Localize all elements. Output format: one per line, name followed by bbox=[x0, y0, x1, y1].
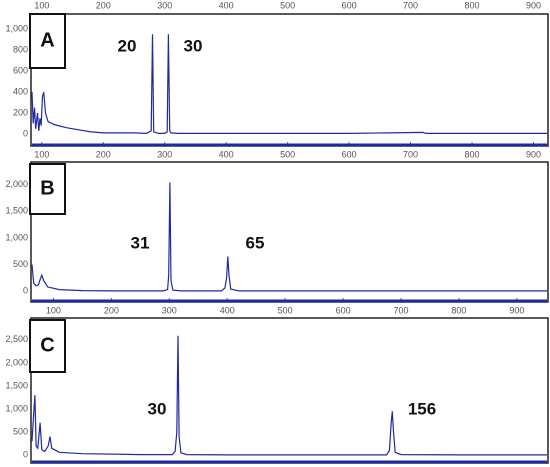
x-tick-label: 700 bbox=[403, 149, 418, 159]
x-tick-label: 400 bbox=[220, 305, 235, 315]
x-tick-label: 600 bbox=[336, 305, 351, 315]
x-tick-label: 300 bbox=[157, 149, 172, 159]
panel-label: B bbox=[40, 177, 54, 199]
y-tick-label: 0 bbox=[23, 449, 28, 459]
plot-frame bbox=[30, 13, 549, 147]
x-tick-label: 200 bbox=[96, 149, 111, 159]
x-tick-label: 100 bbox=[34, 0, 49, 10]
x-tick-label: 600 bbox=[342, 0, 357, 10]
y-tick-label: 1,000 bbox=[5, 232, 28, 242]
panel-label: A bbox=[40, 29, 54, 51]
y-tick-label: 800 bbox=[13, 44, 28, 54]
x-tick-label: 100 bbox=[46, 305, 61, 315]
y-tick-label: 1,000 bbox=[5, 23, 28, 33]
x-tick-label: 400 bbox=[219, 0, 234, 10]
signal-trace bbox=[31, 182, 547, 292]
x-tick-label: 800 bbox=[465, 0, 480, 10]
x-tick-label: 100 bbox=[34, 149, 49, 159]
x-tick-label: 700 bbox=[403, 0, 418, 10]
peak-annotation: 30 bbox=[148, 399, 167, 418]
signal-trace bbox=[31, 335, 547, 456]
x-tick-label: 800 bbox=[465, 149, 480, 159]
y-tick-label: 2,500 bbox=[5, 334, 28, 344]
y-tick-label: 2,000 bbox=[5, 357, 28, 367]
y-tick-label: 0 bbox=[23, 286, 28, 296]
x-tick-label: 900 bbox=[526, 149, 541, 159]
panel-label-box bbox=[29, 163, 66, 215]
y-tick-label: 2,000 bbox=[5, 179, 28, 189]
y-tick-label: 0 bbox=[23, 128, 28, 138]
peak-annotation: 156 bbox=[408, 399, 436, 418]
x-tick-label: 200 bbox=[104, 305, 119, 315]
x-tick-label: 300 bbox=[157, 0, 172, 10]
plot-frame bbox=[30, 161, 549, 303]
x-tick-label: 800 bbox=[451, 305, 466, 315]
x-tick-label: 500 bbox=[280, 0, 295, 10]
x-tick-label: 500 bbox=[278, 305, 293, 315]
panel-label: C bbox=[40, 334, 54, 356]
y-tick-label: 600 bbox=[13, 65, 28, 75]
peak-annotation: 20 bbox=[118, 36, 137, 55]
x-tick-label: 600 bbox=[342, 149, 357, 159]
peak-annotation: 30 bbox=[184, 36, 203, 55]
y-tick-label: 200 bbox=[13, 107, 28, 117]
y-tick-label: 1,500 bbox=[5, 206, 28, 216]
x-tick-label: 300 bbox=[162, 305, 177, 315]
y-tick-label: 500 bbox=[13, 426, 28, 436]
x-tick-label: 500 bbox=[280, 149, 295, 159]
x-tick-label: 400 bbox=[219, 149, 234, 159]
peak-annotation: 31 bbox=[131, 233, 150, 252]
panel-label-box bbox=[29, 319, 66, 373]
x-tick-label: 200 bbox=[96, 0, 111, 10]
x-tick-label: 700 bbox=[394, 305, 409, 315]
signal-trace bbox=[31, 34, 547, 135]
x-tick-label: 900 bbox=[526, 0, 541, 10]
plot-frame bbox=[30, 317, 549, 464]
panel-label-box bbox=[29, 13, 66, 69]
peak-annotation: 65 bbox=[246, 233, 265, 252]
x-tick-label: 900 bbox=[509, 305, 524, 315]
y-tick-label: 1,500 bbox=[5, 380, 28, 390]
y-tick-label: 500 bbox=[13, 259, 28, 269]
y-tick-label: 1,000 bbox=[5, 403, 28, 413]
y-tick-label: 400 bbox=[13, 86, 28, 96]
